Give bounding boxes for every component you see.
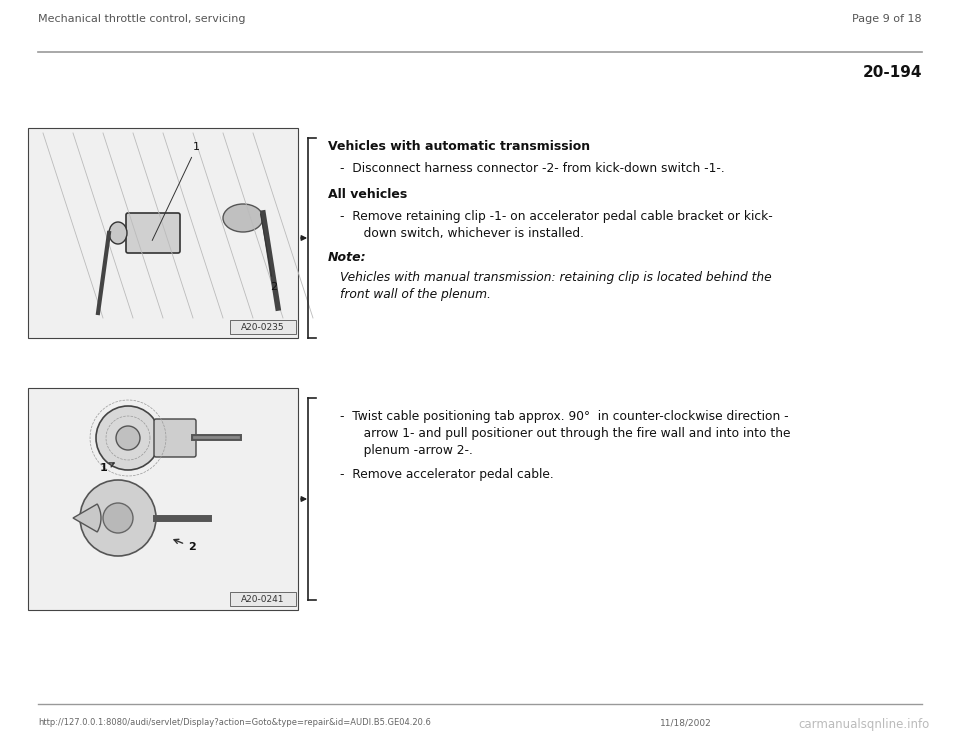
Bar [230, 320, 296, 334]
Text: http://127.0.0.1:8080/audi/servlet/Display?action=Goto&type=repair&id=AUDI.B5.GE: http://127.0.0.1:8080/audi/servlet/Displ… [38, 718, 431, 727]
Bar [28, 128, 298, 338]
Text: 1: 1 [100, 463, 114, 473]
Circle shape [116, 426, 140, 450]
Text: Mechanical throttle control, servicing: Mechanical throttle control, servicing [38, 14, 246, 24]
Text: front wall of the plenum.: front wall of the plenum. [340, 288, 491, 301]
Ellipse shape [223, 204, 263, 232]
Text: carmanualsqnline.info: carmanualsqnline.info [799, 718, 930, 731]
Bar [28, 388, 298, 610]
Text: All vehicles: All vehicles [328, 188, 407, 201]
Text: arrow 1- and pull positioner out through the fire wall and into into the: arrow 1- and pull positioner out through… [352, 427, 790, 440]
Ellipse shape [109, 222, 127, 244]
FancyBboxPatch shape [126, 213, 180, 253]
Text: -  Twist cable positioning tab approx. 90°  in counter-clockwise direction -: - Twist cable positioning tab approx. 90… [340, 410, 788, 423]
Text: 2: 2 [260, 214, 277, 292]
Bar [230, 592, 296, 606]
Text: Note:: Note: [328, 251, 367, 264]
Circle shape [96, 406, 160, 470]
Text: 11/18/2002: 11/18/2002 [660, 718, 711, 727]
Text: -  Remove accelerator pedal cable.: - Remove accelerator pedal cable. [340, 468, 554, 481]
Text: A20-0241: A20-0241 [241, 594, 285, 603]
Text: down switch, whichever is installed.: down switch, whichever is installed. [352, 227, 584, 240]
Text: Page 9 of 18: Page 9 of 18 [852, 14, 922, 24]
Text: 20-194: 20-194 [862, 65, 922, 80]
Text: Vehicles with automatic transmission: Vehicles with automatic transmission [328, 140, 590, 153]
Text: 2: 2 [174, 539, 196, 552]
Text: plenum -arrow 2-.: plenum -arrow 2-. [352, 444, 473, 457]
FancyBboxPatch shape [154, 419, 196, 457]
Circle shape [103, 503, 133, 533]
Text: Vehicles with manual transmission: retaining clip is located behind the: Vehicles with manual transmission: retai… [340, 271, 772, 284]
Text: A20-0235: A20-0235 [241, 323, 285, 332]
Circle shape [80, 480, 156, 556]
Text: -  Disconnect harness connector -2- from kick-down switch -1-.: - Disconnect harness connector -2- from … [340, 162, 725, 175]
Text: -  Remove retaining clip -1- on accelerator pedal cable bracket or kick-: - Remove retaining clip -1- on accelerat… [340, 210, 773, 223]
Wedge shape [73, 504, 101, 532]
Text: 1: 1 [153, 142, 200, 240]
